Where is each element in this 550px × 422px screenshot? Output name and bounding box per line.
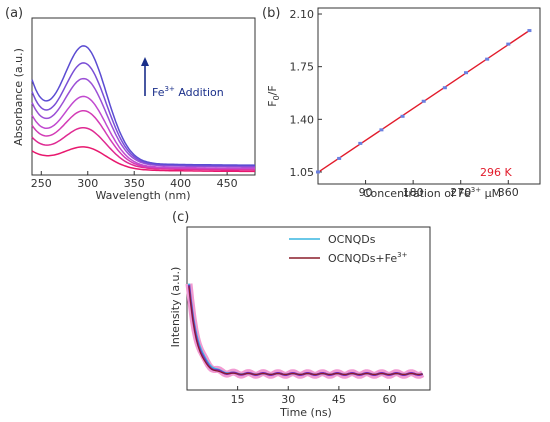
x-tick-label-30: 30 [281,393,295,406]
fe-addition-annotation: Fe3+ Addition [152,85,224,99]
x-tick-label-300: 300 [77,177,98,190]
panel-a-x-ticks: 250 300 350 400 450 [31,171,238,190]
decay-line-ocnqds [187,283,423,376]
data-point-5 [400,114,405,118]
panel-a-label: (a) [5,6,23,21]
data-point-3 [358,141,363,145]
data-point-11 [527,29,532,33]
spectrum-line-1 [31,146,255,173]
x-tick-label-180: 180 [403,186,424,199]
x-tick-label-60: 60 [383,393,397,406]
y-tick-label-2.10: 2.10 [290,8,315,21]
panel-a-y-axis-label: Absorbance (a.u.) [12,48,25,146]
panel-a-series [31,45,256,173]
data-point-2 [337,156,342,160]
data-point-7 [442,86,447,90]
x-tick-label-350: 350 [124,177,145,190]
panel-b: (b) 90 180 270 360 1.05 1.40 1.75 2.10 Concentr… [262,6,541,200]
panel-c-series [185,283,426,379]
panel-c-y-axis-label: Intensity (a.u.) [169,267,182,348]
y-tick-label-1.75: 1.75 [290,61,315,74]
data-point-6 [421,99,426,103]
x-tick-label-360: 360 [498,186,519,199]
panel-b-label: (b) [262,6,280,21]
panel-a-frame [31,17,256,176]
decay-band-purple [187,284,424,376]
panel-b-y-axis-label: F0/F [266,85,281,106]
y-tick-label-1.05: 1.05 [290,166,315,179]
panel-b-frame [317,7,541,185]
data-point-10 [506,42,511,46]
data-point-8 [464,71,468,75]
panel-c-label: (c) [172,210,189,225]
decay-line-ocnqds-fe [188,286,423,375]
panel-b-series [316,29,532,174]
spectrum-line-6 [31,62,255,167]
data-point-4 [379,128,384,132]
x-tick-label-270: 270 [450,186,471,199]
x-tick-label-250: 250 [31,177,52,190]
x-tick-label-450: 450 [217,177,238,190]
decay-band-pink [185,283,426,379]
data-point-1 [316,170,320,174]
x-tick-label-90: 90 [359,186,373,199]
panel-c-legend: OCNQDs OCNQDs+Fe3+ [289,233,408,265]
spectrum-line-2 [31,126,255,171]
x-tick-label-45: 45 [332,393,346,406]
panel-c: (c) 15 30 45 60 Time (ns) Intensity (a.u.) … [169,210,431,419]
x-tick-label-15: 15 [231,393,245,406]
y-tick-label-1.40: 1.40 [290,113,315,126]
data-point-9 [485,57,490,61]
x-tick-label-400: 400 [170,177,191,190]
panel-b-ticks: 90 180 270 360 1.05 1.40 1.75 2.10 [290,8,519,199]
panel-a-x-axis-label: Wavelength (nm) [95,189,190,202]
addition-arrow-head [141,57,149,66]
legend-label-ocnqds-fe: OCNQDs+Fe3+ [328,251,408,265]
spectrum-line-4 [31,95,255,170]
panel-c-frame [186,226,431,391]
spectrum-line-7 [31,45,256,166]
panel-c-x-ticks: 15 30 45 60 [231,386,397,406]
spectrum-line-5 [31,77,255,168]
panel-a: (a) 250 300 350 400 450 Wavelength (nm) Abso… [5,6,256,202]
panel-c-x-axis-label: Time (ns) [279,406,332,419]
temperature-annotation: 296 K [480,166,512,179]
panel-b-x-axis-label: Concentration of Fe3+ μM [363,186,501,200]
legend-label-ocnqds: OCNQDs [328,233,376,246]
